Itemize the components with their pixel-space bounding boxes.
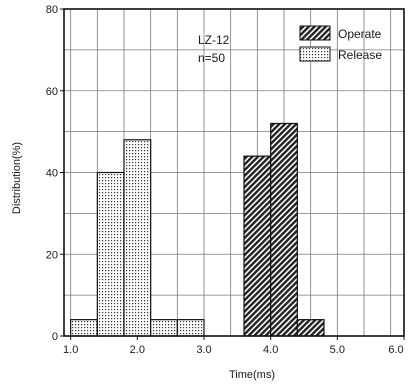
x-axis-ticks: 1.0 2.0 3.0 4.0 5.0 6.0 <box>63 336 405 356</box>
x-tick-label: 3.0 <box>196 344 211 356</box>
grid-lines <box>64 9 404 336</box>
bar-release <box>96 171 125 337</box>
y-tick-label: 80 <box>46 4 58 16</box>
legend-label-operate: Operate <box>338 27 382 41</box>
y-tick-label: 20 <box>46 249 58 261</box>
x-tick-label: 2.0 <box>130 344 145 356</box>
legend-swatch-release <box>299 46 331 62</box>
x-axis-label: Time(ms) <box>229 369 275 381</box>
y-tick-label: 40 <box>46 168 58 180</box>
bar-operate <box>296 319 325 337</box>
legend-label-release: Release <box>338 48 382 62</box>
bar-release <box>70 319 98 337</box>
x-tick-label: 5.0 <box>330 344 345 356</box>
y-tick-label: 0 <box>52 331 58 343</box>
legend: Operate Release <box>299 25 382 62</box>
bar-operate <box>243 155 272 337</box>
bars <box>70 122 325 337</box>
bar-release <box>150 319 178 337</box>
y-tick-label: 60 <box>46 86 58 98</box>
x-tick-label: 1.0 <box>63 344 78 356</box>
bar-release <box>176 319 205 337</box>
y-axis-label: Distribution(%) <box>11 142 23 214</box>
sample-size-annotation: n=50 <box>198 51 225 65</box>
bar-release <box>123 139 152 337</box>
x-tick-label: 6.0 <box>388 344 403 356</box>
y-axis-ticks: 0 20 40 60 80 <box>46 4 64 343</box>
relay-model-annotation: LZ-12 <box>198 33 230 47</box>
bar-operate <box>270 122 298 337</box>
legend-swatch-operate <box>299 25 331 41</box>
x-tick-label: 4.0 <box>263 344 278 356</box>
